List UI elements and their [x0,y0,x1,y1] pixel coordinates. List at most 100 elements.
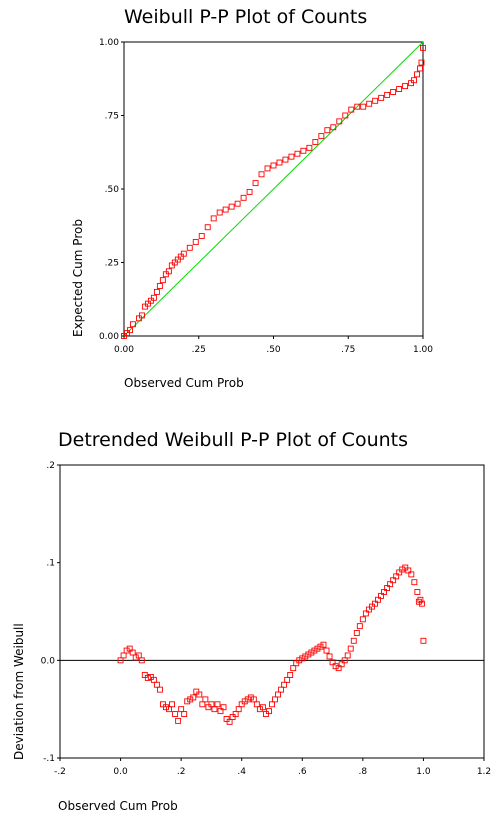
data-point [172,711,179,717]
data-point [354,103,361,110]
data-point [259,704,266,711]
data-point [318,133,325,140]
data-point [312,139,319,145]
data-point [241,698,248,705]
data-point [306,144,313,151]
data-point [256,706,263,713]
data-point [186,244,193,251]
pp-plot: 0.00 .25 .50 .75 1.00 0.00 .25 .50 .75 1.00 Obser… [71,38,433,390]
y-tick-label: .25 [105,259,119,269]
data-point [192,238,199,245]
data-point [202,696,209,703]
data-point [232,711,239,717]
data-point [222,206,229,213]
data-point [281,681,288,688]
data-point [314,645,321,652]
data-point [299,655,306,662]
data-point [418,59,425,66]
data-point [342,112,349,119]
data-point [332,663,339,670]
reference-line [123,41,424,337]
y-axis-label: Deviation from Weibull [12,623,26,760]
data-point [402,83,409,90]
data-point [300,147,307,154]
data-point [166,706,172,713]
data-point [247,694,254,701]
data-point [378,592,384,599]
y-axis-label: Expected Cum Prob [71,219,85,337]
data-point [214,701,221,708]
data-point [420,44,426,51]
data-point [390,577,397,584]
data-point [311,647,318,654]
data-point [341,657,348,664]
data-point [165,268,172,275]
data-point [405,567,412,574]
data-point [350,637,357,644]
data-point [178,706,185,713]
data-point [375,596,381,603]
data-point [135,652,142,659]
data-point [126,645,133,652]
data-point [387,581,394,588]
data-point [156,686,163,693]
data-point [384,585,391,592]
data-point [366,100,373,107]
x-tick-label: 1.0 [416,767,431,777]
data-point [117,657,124,664]
data-point [129,649,136,656]
data-point [190,694,197,701]
y-tick-label: -.1 [43,754,55,764]
data-point [153,681,160,688]
data-point [264,165,271,172]
x-axis-label: Observed Cum Prob [124,376,244,390]
data-point [258,171,265,178]
data-point [411,579,418,586]
data-point [323,647,330,654]
data-point [420,637,427,644]
x-tick-label: .2 [177,767,186,777]
data-point [226,718,233,725]
data-point [381,589,388,595]
x-axis-label: Observed Cum Prob [58,799,178,813]
data-point [360,103,367,110]
plot-area-frame [59,464,485,759]
x-tick-label: -.2 [54,767,66,777]
data-point [169,701,176,708]
data-point [415,598,422,605]
data-point [198,233,205,239]
x-tick-label: .75 [341,345,355,355]
data-point [150,294,157,301]
data-point [348,106,355,113]
data-point [378,94,385,101]
data-point [294,150,301,157]
data-point [235,706,242,713]
data-point [266,708,272,715]
data-point [329,659,336,666]
data-point [250,696,257,703]
y-tick-label: 1.00 [99,38,119,48]
y-tick-label: 0.00 [99,332,119,342]
data-point [180,250,187,257]
data-point [390,89,397,95]
data-point [296,657,303,664]
data-point [372,600,378,607]
data-point [356,623,363,630]
data-point [120,652,127,659]
data-point [336,118,343,125]
data-point [138,657,145,664]
data-point [217,708,224,715]
data-point [284,676,291,683]
data-point [272,696,278,703]
data-point [187,696,194,703]
data-point [123,647,130,654]
x-tick-label: 0.00 [114,345,134,355]
data-point [216,209,223,216]
data-point [384,91,391,98]
data-point [199,701,206,708]
data-point [287,672,294,678]
data-point [308,649,315,656]
data-point [353,630,360,636]
data-point [276,159,283,166]
data-point [418,600,425,607]
